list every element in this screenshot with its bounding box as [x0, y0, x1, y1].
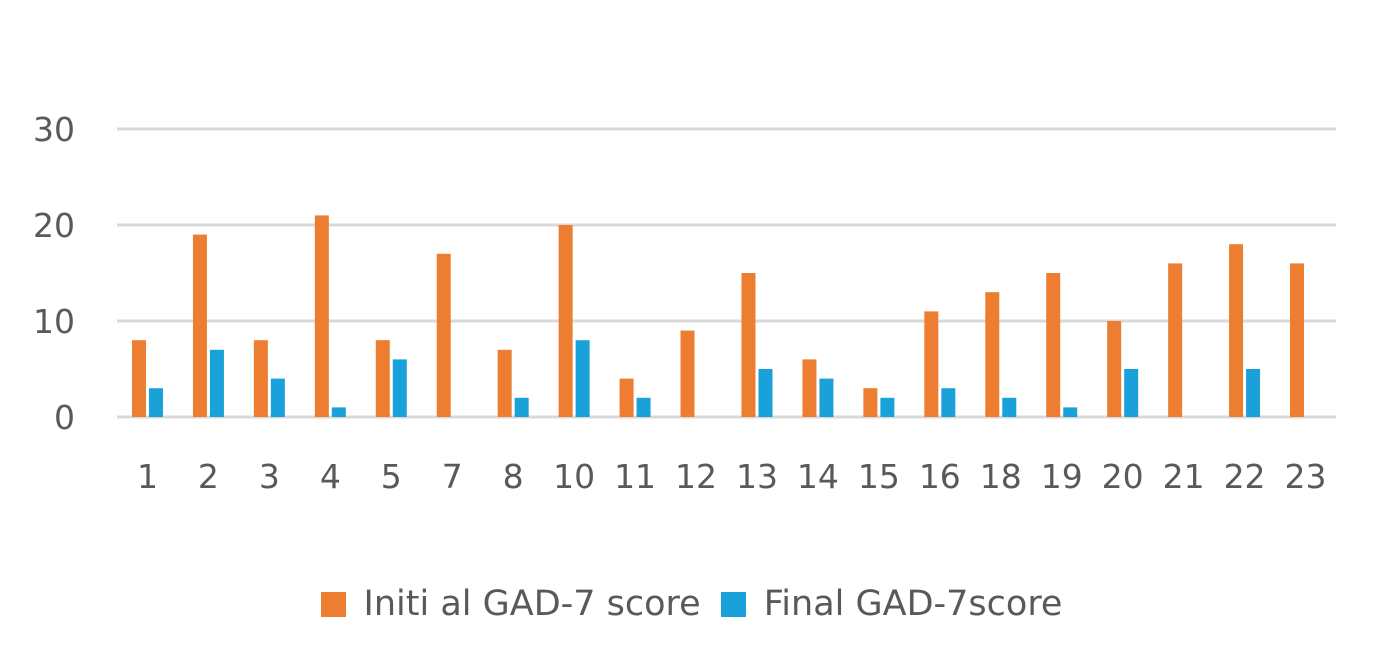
- x-tick-label: 16: [919, 457, 961, 496]
- x-axis-ticks: 1 2 3 4 5 7 8 10 11 12 13 14 15 16 18 19 20 21 22 23: [137, 457, 1327, 496]
- x-tick-label: 2: [198, 457, 219, 496]
- bar-final-11: [636, 397, 651, 417]
- x-tick-label: 5: [381, 457, 402, 496]
- bar-final-10: [575, 340, 590, 417]
- bar-initial-8: [497, 349, 512, 417]
- bar-initial-1: [131, 340, 146, 417]
- x-tick-label: 18: [980, 457, 1022, 496]
- x-tick-label: 12: [675, 457, 717, 496]
- bar-initial-18: [985, 292, 1000, 417]
- bar-initial-4: [314, 215, 329, 417]
- bars: [131, 215, 1305, 417]
- x-tick-label: 10: [553, 457, 595, 496]
- x-tick-label: 3: [259, 457, 280, 496]
- bar-initial-5: [375, 340, 390, 417]
- bar-initial-21: [1168, 263, 1183, 417]
- bar-initial-13: [741, 273, 756, 417]
- bar-final-1: [148, 388, 163, 417]
- bar-final-15: [880, 397, 895, 417]
- bar-initial-23: [1290, 263, 1305, 417]
- bar-initial-15: [863, 388, 878, 417]
- bar-final-16: [941, 388, 956, 417]
- bar-final-13: [758, 369, 773, 417]
- bar-final-5: [392, 359, 407, 417]
- y-tick-label: 0: [54, 398, 75, 437]
- x-tick-label: 8: [503, 457, 524, 496]
- bar-initial-22: [1229, 244, 1244, 417]
- legend-swatch-initial: [320, 591, 346, 617]
- x-tick-label: 20: [1102, 457, 1144, 496]
- bar-initial-7: [436, 253, 451, 417]
- x-tick-label: 7: [442, 457, 463, 496]
- legend-item-final: Final GAD-7score: [720, 584, 1063, 624]
- bar-final-8: [514, 397, 529, 417]
- bar-initial-16: [924, 311, 939, 417]
- y-axis-ticks: 0 10 20 30: [33, 110, 75, 437]
- x-tick-label: 13: [736, 457, 778, 496]
- x-tick-label: 4: [320, 457, 341, 496]
- x-tick-label: 1: [137, 457, 158, 496]
- bar-final-20: [1124, 369, 1139, 417]
- bar-final-18: [1002, 397, 1017, 417]
- bar-initial-14: [802, 359, 817, 417]
- bar-final-14: [819, 378, 834, 417]
- bar-initial-20: [1107, 321, 1122, 417]
- legend: Initi al GAD-7 score Final GAD-7score: [0, 572, 1383, 636]
- x-tick-label: 21: [1163, 457, 1205, 496]
- bar-final-2: [209, 349, 224, 417]
- bar-initial-3: [253, 340, 268, 417]
- legend-item-initial: Initi al GAD-7 score: [320, 584, 701, 624]
- bar-final-19: [1063, 407, 1078, 417]
- legend-label-initial: Initi al GAD-7 score: [363, 584, 701, 624]
- gridlines: [117, 127, 1336, 419]
- bar-final-3: [270, 378, 285, 417]
- bar-initial-2: [192, 234, 207, 417]
- bar-final-4: [331, 407, 346, 417]
- x-tick-label: 15: [858, 457, 900, 496]
- bar-initial-11: [619, 378, 634, 417]
- x-tick-label: 22: [1224, 457, 1266, 496]
- bar-initial-10: [558, 225, 573, 417]
- y-tick-label: 30: [33, 110, 75, 149]
- x-tick-label: 23: [1285, 457, 1327, 496]
- x-tick-label: 19: [1041, 457, 1083, 496]
- legend-label-final: Final GAD-7score: [763, 584, 1063, 624]
- y-tick-label: 10: [33, 302, 75, 341]
- x-tick-label: 11: [614, 457, 656, 496]
- legend-swatch-final: [720, 591, 746, 617]
- x-tick-label: 14: [797, 457, 839, 496]
- bar-initial-19: [1046, 273, 1061, 417]
- bar-initial-12: [680, 330, 695, 417]
- bar-final-22: [1246, 369, 1261, 417]
- y-tick-label: 20: [33, 206, 75, 245]
